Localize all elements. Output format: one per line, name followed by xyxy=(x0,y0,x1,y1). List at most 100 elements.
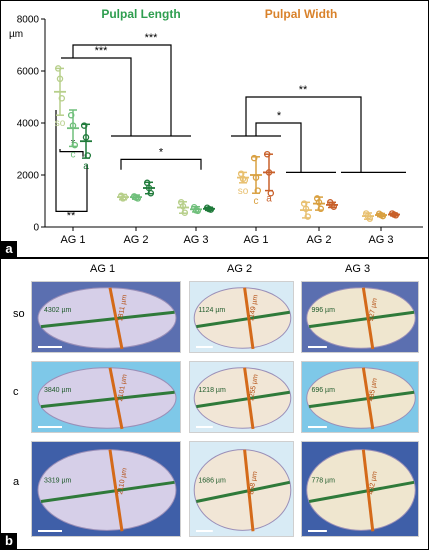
tissue-outline xyxy=(37,287,177,349)
data-point xyxy=(366,215,374,222)
scale-bar xyxy=(196,346,213,348)
bracket xyxy=(86,57,132,136)
significance-label: * xyxy=(159,147,164,159)
green-measurement-label: 1686 µm xyxy=(198,477,226,484)
orange-measurement-label: 1811 µm xyxy=(117,294,129,322)
orange-measurement-line xyxy=(108,449,124,532)
x-tick-label: AG 3 xyxy=(183,234,208,246)
y-tick-label: 4000 xyxy=(17,119,40,130)
micrograph-c-ag2: 1218 µm 1255 µm xyxy=(189,361,294,433)
green-measurement-line xyxy=(196,390,290,409)
data-point xyxy=(54,65,62,72)
data-point xyxy=(267,189,275,197)
green-measurement-label: 3840 µm xyxy=(44,387,72,394)
orange-measurement-line xyxy=(108,367,124,430)
data-point xyxy=(330,203,338,210)
bracket xyxy=(72,44,172,136)
row-header-a: a xyxy=(13,476,20,488)
data-point xyxy=(67,111,75,119)
point-label: c xyxy=(254,196,259,207)
significance-label: *** xyxy=(145,32,159,44)
micrograph-so-ag2: 1124 µm 1149 µm xyxy=(189,281,294,353)
orange-measurement-label: 858 µm xyxy=(248,471,259,496)
data-point xyxy=(317,205,325,213)
scale-bar xyxy=(196,530,213,532)
green-measurement-label: 996 µm xyxy=(311,307,335,314)
scale-bar xyxy=(38,530,62,532)
data-point xyxy=(265,169,273,176)
row-header-c: c xyxy=(13,386,19,398)
bracket xyxy=(245,96,362,173)
data-point xyxy=(134,195,142,202)
y-tick-label: 8000 xyxy=(17,15,40,26)
data-marks xyxy=(54,65,400,222)
significance-label: ** xyxy=(299,84,308,96)
data-point xyxy=(82,134,90,141)
data-point xyxy=(179,202,187,210)
orange-measurement-line xyxy=(243,367,255,430)
micrograph-c-ag1: 3840 µm 2101 µm xyxy=(31,361,181,433)
orange-measurement-line xyxy=(243,449,255,532)
micrograph-a-ag2: 1686 µm 858 µm xyxy=(189,441,294,537)
micrograph-so-ag3: 996 µm 527 µm xyxy=(301,281,419,353)
significance-label: * xyxy=(277,110,282,122)
data-point xyxy=(121,193,129,201)
x-axis: AG 1 AG 2 AG 3 AG 1 AG 2 AG 3 xyxy=(60,227,394,246)
tissue-outline xyxy=(193,367,292,429)
orange-measurement-line xyxy=(361,449,375,532)
panel-label-a: a xyxy=(1,241,17,257)
orange-measurement-label: 2110 µm xyxy=(117,467,129,495)
chart-title-width: Pulpal Width xyxy=(265,7,338,21)
green-measurement-line xyxy=(308,310,415,329)
orange-measurement-label: 527 µm xyxy=(368,297,379,322)
data-point xyxy=(194,207,202,215)
point-label: a xyxy=(266,194,272,205)
orange-measurement-line xyxy=(108,287,124,350)
orange-measurement-label: 1149 µm xyxy=(248,294,260,322)
data-point xyxy=(250,154,258,162)
y-tick-label: 6000 xyxy=(17,67,40,78)
micrograph-drawing: 996 µm 527 µm xyxy=(306,287,416,350)
micrograph-c-ag3: 696 µm 485 µm xyxy=(301,361,419,433)
orange-measurement-label: 1255 µm xyxy=(248,374,260,402)
y-axis: 0 2000 4000 6000 8000 xyxy=(17,15,423,234)
data-point xyxy=(84,152,92,159)
y-tick-label: 2000 xyxy=(17,171,40,182)
micrograph-drawing: 3319 µm 2110 µm xyxy=(37,449,177,532)
micrograph-drawing: 778 µm 432 µm xyxy=(306,449,416,532)
point-label: so xyxy=(238,186,249,197)
bracket xyxy=(120,158,202,170)
orange-measurement-line xyxy=(361,367,375,430)
micrograph-a-ag3: 778 µm 432 µm xyxy=(301,441,419,537)
significance-label: ** xyxy=(67,210,76,222)
micrograph-drawing: 1686 µm 858 µm xyxy=(193,449,292,532)
bracket xyxy=(255,122,302,173)
chart-title-length: Pulpal Length xyxy=(101,7,180,21)
micrograph-drawing: 1218 µm 1255 µm xyxy=(193,367,292,430)
data-point xyxy=(392,212,400,219)
green-measurement-line xyxy=(40,390,175,409)
micrograph-drawing: 4302 µm 1811 µm xyxy=(37,287,177,350)
point-label: a xyxy=(83,161,89,172)
point-label: c xyxy=(71,149,76,160)
data-point xyxy=(207,206,215,213)
tissue-outline xyxy=(306,287,416,349)
significance-label: *** xyxy=(95,45,109,57)
micrograph-drawing: 1124 µm 1149 µm xyxy=(193,287,292,350)
micrograph-drawing: 696 µm 485 µm xyxy=(306,367,416,430)
orange-measurement-label: 485 µm xyxy=(368,377,379,402)
y-axis-unit: µm xyxy=(9,29,23,40)
scale-bar xyxy=(38,346,62,348)
data-point xyxy=(56,75,64,83)
micrograph-a-ag1: 3319 µm 2110 µm xyxy=(31,441,181,537)
tissue-outline xyxy=(306,367,416,429)
data-point xyxy=(241,176,249,184)
x-tick-label: AG 2 xyxy=(306,234,331,246)
scale-bar xyxy=(196,426,213,428)
tissue-outline xyxy=(37,449,177,531)
data-point xyxy=(263,150,271,158)
x-tick-label: AG 3 xyxy=(368,234,393,246)
pulp-dimensions-chart: Pulpal Length Pulpal Width µm 0 2000 4000 6… xyxy=(9,7,423,246)
bracket xyxy=(59,149,84,157)
data-point xyxy=(315,199,323,206)
